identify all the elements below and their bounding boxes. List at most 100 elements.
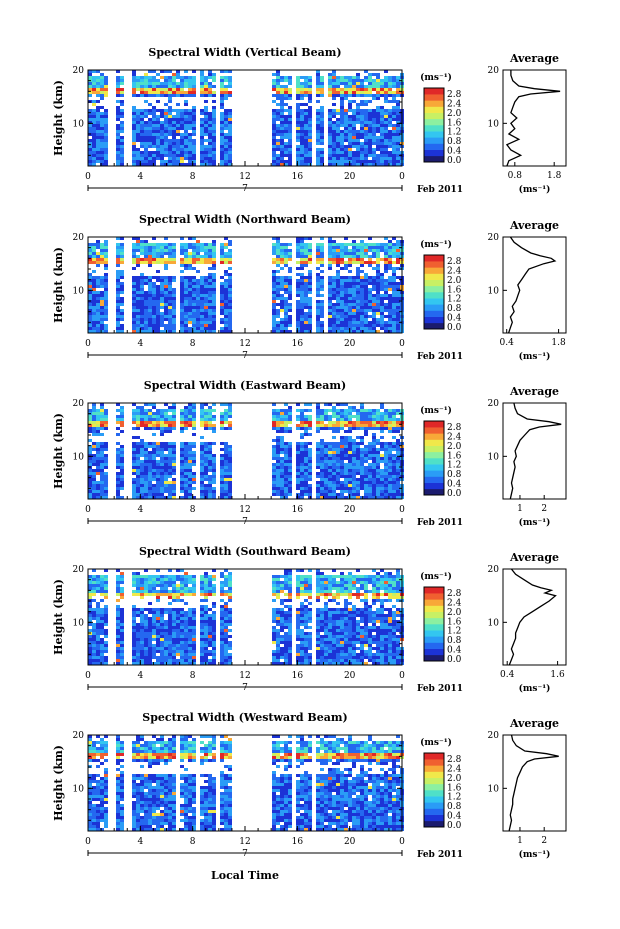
- heatmap-cell: [300, 421, 304, 424]
- heatmap-cell: [228, 457, 232, 460]
- heatmap-cell: [196, 240, 200, 243]
- heatmap-cell: [320, 282, 324, 285]
- heatmap-cell: [396, 496, 400, 499]
- heatmap-cell: [284, 490, 288, 493]
- heatmap-cell: [336, 487, 340, 490]
- heatmap-cell: [200, 258, 204, 261]
- heatmap-cell: [140, 315, 144, 318]
- heatmap-cell: [176, 142, 180, 145]
- heatmap-cell: [392, 285, 396, 288]
- heatmap-cell: [188, 118, 192, 121]
- heatmap-cell: [200, 91, 204, 94]
- heatmap-cell: [180, 157, 184, 160]
- heatmap-cell: [336, 451, 340, 454]
- heatmap-cell: [356, 148, 360, 151]
- heatmap-cell: [336, 330, 340, 333]
- heatmap-cell: [204, 463, 208, 466]
- heatmap-cell: [340, 324, 344, 327]
- heatmap-cell: [116, 297, 120, 300]
- heatmap-cell: [328, 442, 332, 445]
- heatmap-cell: [136, 258, 140, 261]
- heatmap-cell: [324, 469, 328, 472]
- heatmap-cell: [340, 312, 344, 315]
- heatmap-cell: [88, 88, 92, 91]
- heatmap-cell: [180, 321, 184, 324]
- heatmap-cell: [344, 439, 348, 442]
- heatmap-cell: [356, 133, 360, 136]
- heatmap-cell: [304, 88, 308, 91]
- heatmap-cell: [356, 409, 360, 412]
- heatmap-cell: [376, 252, 380, 255]
- heatmap-cell: [152, 261, 156, 264]
- heatmap-cell: [120, 258, 124, 261]
- heatmap-cell: [160, 484, 164, 487]
- heatmap-cell: [200, 324, 204, 327]
- heatmap-cell: [360, 330, 364, 333]
- heatmap-cell: [220, 475, 224, 478]
- heatmap-cell: [352, 258, 356, 261]
- heatmap-cell: [168, 409, 172, 412]
- heatmap-cell: [140, 94, 144, 97]
- heatmap-cell: [336, 270, 340, 273]
- heatmap-cell: [120, 91, 124, 94]
- heatmap-cell: [272, 100, 276, 103]
- heatmap-cell: [96, 487, 100, 490]
- heatmap-cell: [192, 472, 196, 475]
- heatmap-cell: [200, 294, 204, 297]
- heatmap-cell: [156, 327, 160, 330]
- heatmap-cell: [192, 145, 196, 148]
- heatmap-cell: [372, 481, 376, 484]
- heatmap-cell: [336, 258, 340, 261]
- heatmap-cell: [144, 457, 148, 460]
- heatmap-cell: [364, 142, 368, 145]
- heatmap-cell: [172, 136, 176, 139]
- heatmap-cell: [136, 490, 140, 493]
- heatmap-cell: [276, 160, 280, 163]
- heatmap-cell: [204, 412, 208, 415]
- heatmap-cell: [316, 109, 320, 112]
- heatmap-cell: [280, 324, 284, 327]
- heatmap-cell: [120, 145, 124, 148]
- heatmap-cell: [332, 466, 336, 469]
- heatmap-cell: [348, 258, 352, 261]
- heatmap-cell: [364, 139, 368, 142]
- heatmap-cell: [344, 115, 348, 118]
- heatmap-cell: [332, 279, 336, 282]
- heatmap-cell: [132, 457, 136, 460]
- heatmap-cell: [272, 315, 276, 318]
- heatmap-cell: [224, 282, 228, 285]
- heatmap-cell: [340, 418, 344, 421]
- heatmap-cell: [172, 484, 176, 487]
- heatmap-cell: [280, 91, 284, 94]
- heatmap-cell: [316, 445, 320, 448]
- heatmap-cell: [300, 139, 304, 142]
- heatmap-cell: [396, 294, 400, 297]
- heatmap-cell: [224, 145, 228, 148]
- heatmap-cell: [116, 100, 120, 103]
- heatmap-cell: [204, 466, 208, 469]
- heatmap-cell: [392, 94, 396, 97]
- heatmap-cell: [144, 79, 148, 82]
- heatmap-cell: [380, 496, 384, 499]
- heatmap-cell: [388, 154, 392, 157]
- heatmap-cell: [332, 481, 336, 484]
- heatmap-cell: [164, 430, 168, 433]
- heatmap-cell: [344, 264, 348, 267]
- heatmap-cell: [284, 279, 288, 282]
- heatmap-cell: [344, 133, 348, 136]
- heatmap-cell: [368, 142, 372, 145]
- panel-title: Spectral Width (Northward Beam): [139, 213, 351, 226]
- heatmap-cell: [336, 273, 340, 276]
- heatmap-cell: [364, 255, 368, 258]
- heatmap-cell: [92, 255, 96, 258]
- heatmap-cell: [144, 318, 148, 321]
- heatmap-cell: [288, 97, 292, 100]
- heatmap-cell: [156, 243, 160, 246]
- heatmap-cell: [340, 409, 344, 412]
- heatmap-cell: [92, 324, 96, 327]
- heatmap-cell: [380, 403, 384, 406]
- heatmap-cell: [104, 285, 108, 288]
- heatmap-cell: [212, 469, 216, 472]
- heatmap-cell: [272, 415, 276, 418]
- heatmap-cell: [160, 288, 164, 291]
